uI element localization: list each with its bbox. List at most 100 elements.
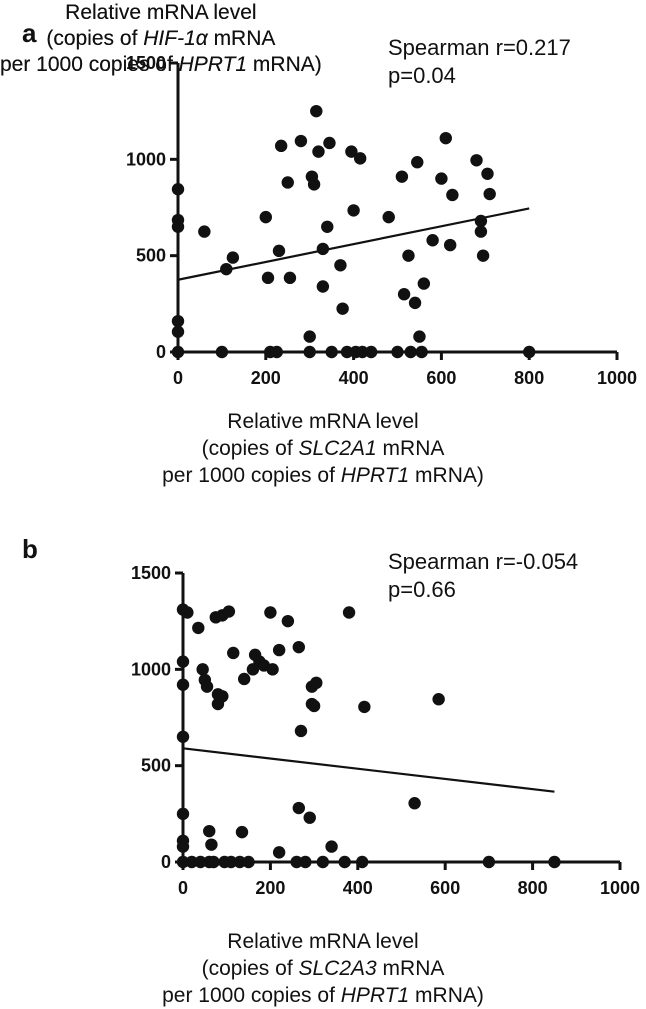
x-tick-label-a: 200 [251, 368, 281, 388]
data-point-a [397, 288, 411, 301]
y-axis-title-b: Relative mRNA level (copies of HIF-1α mRN… [0, 0, 322, 78]
data-point-a [316, 280, 330, 293]
regression-line-a [177, 207, 530, 281]
data-point-a [402, 249, 415, 262]
data-point-a [470, 154, 483, 167]
xlabel-line-0: Relative mRNA level [227, 930, 419, 953]
data-point-a [415, 345, 428, 359]
data-point-a [356, 345, 369, 359]
ylabel-line-1: (copies of HIF-1α mRNA [46, 27, 276, 50]
data-point-a [261, 271, 275, 285]
x-tick-label-b: 600 [430, 878, 460, 898]
data-point-b [292, 640, 306, 654]
data-point-b [482, 855, 496, 869]
data-point-a [281, 176, 294, 189]
data-point-b [294, 724, 308, 738]
data-point-b [176, 655, 190, 668]
data-point-b [203, 824, 216, 838]
data-point-b [233, 855, 247, 869]
data-point-a [312, 145, 325, 158]
data-point-b [316, 855, 330, 869]
data-point-a [303, 330, 316, 343]
x-tick-label-b: 0 [178, 878, 188, 898]
data-point-a [340, 345, 354, 359]
data-point-b [358, 700, 371, 714]
data-point-a [413, 330, 426, 343]
data-point-a [446, 188, 459, 202]
spearman-r-b: Spearman r=-0.054 [388, 549, 579, 574]
y-tick-label-a: 500 [136, 246, 166, 266]
stats-a: Spearman r=0.217 p=0.04 [388, 34, 571, 90]
regression-line-b [182, 747, 555, 793]
data-point-b [176, 840, 190, 853]
data-point-b [325, 840, 338, 853]
data-point-a [310, 104, 323, 118]
data-point-a [443, 238, 457, 252]
data-point-b [303, 811, 316, 824]
data-point-a [303, 345, 316, 359]
data-point-a [523, 345, 536, 359]
xlabel-line-1: (copies of SLC2A1 mRNA [201, 437, 445, 460]
x-tick-label-b: 200 [255, 878, 285, 898]
data-point-b [200, 680, 214, 693]
data-point-b [192, 621, 205, 635]
data-point-b [310, 676, 323, 690]
data-point-b [272, 846, 286, 859]
data-point-a [353, 152, 367, 165]
data-point-b [181, 606, 194, 619]
data-point-a [307, 178, 321, 191]
x-tick-label-a: 0 [173, 368, 183, 388]
x-axis-title-a: Relative mRNA level (copies of SLC2A1 mRN… [0, 408, 646, 489]
y-tick-label-a: 1500 [126, 53, 166, 73]
data-point-a [220, 262, 233, 276]
data-point-a [336, 302, 349, 315]
data-point-a [411, 156, 424, 169]
p-value-b: p=0.66 [388, 577, 456, 602]
data-point-b [207, 855, 220, 869]
data-point-a [274, 139, 288, 153]
data-point-a [198, 225, 211, 238]
data-point-a [417, 277, 431, 290]
panel-label-a: a [22, 18, 37, 48]
y-tick-label-b: 0 [161, 852, 171, 872]
data-point-b [342, 606, 356, 619]
data-point-a [171, 325, 185, 338]
data-point-b [272, 643, 286, 657]
data-point-a [321, 220, 334, 233]
y-tick-label-b: 500 [141, 756, 171, 776]
data-point-b [205, 838, 218, 851]
data-point-b [355, 855, 369, 869]
data-point-a [171, 345, 185, 359]
spearman-r-a: Spearman r=0.217 [388, 35, 571, 60]
y-tick-label-b: 1500 [131, 563, 171, 583]
data-point-b [242, 855, 255, 869]
data-point-b [299, 855, 312, 869]
panel-a: 0 500 1000 1500 0 200 400 600 800 1000 a Spearman… [0, 0, 646, 500]
data-point-a [391, 345, 404, 359]
x-axis-title-b: Relative mRNA level (copies of SLC2A3 mRN… [0, 928, 646, 1009]
y-tick-label-a: 1000 [126, 149, 166, 169]
data-point-a [435, 172, 448, 185]
data-point-b [176, 807, 190, 821]
data-point-a [439, 131, 452, 145]
data-point-a [345, 145, 358, 158]
data-point-a [483, 187, 496, 201]
data-point-a [364, 345, 378, 359]
data-point-a [272, 244, 286, 258]
data-point-b [432, 692, 445, 706]
x-tick-label-a: 600 [426, 368, 456, 388]
xlabel-line-1: (copies of SLC2A3 mRNA [201, 957, 445, 980]
data-point-a [171, 182, 185, 196]
data-point-b [227, 646, 240, 660]
data-point-a [476, 249, 490, 262]
ylabel-line-0: Relative mRNA level [65, 1, 257, 24]
data-point-b [264, 606, 277, 619]
xlabel-line-0: Relative mRNA level [227, 410, 419, 433]
x-tick-label-a: 400 [339, 368, 369, 388]
ylabel-line-1: (copies of HIF-1α mRNA [46, 27, 276, 50]
scatter-plot-a: 0 500 1000 1500 0 200 400 600 800 1000 [126, 53, 637, 388]
data-point-b [281, 614, 295, 628]
data-point-a [215, 345, 229, 359]
data-point-a [316, 242, 330, 256]
data-point-b [307, 699, 321, 713]
